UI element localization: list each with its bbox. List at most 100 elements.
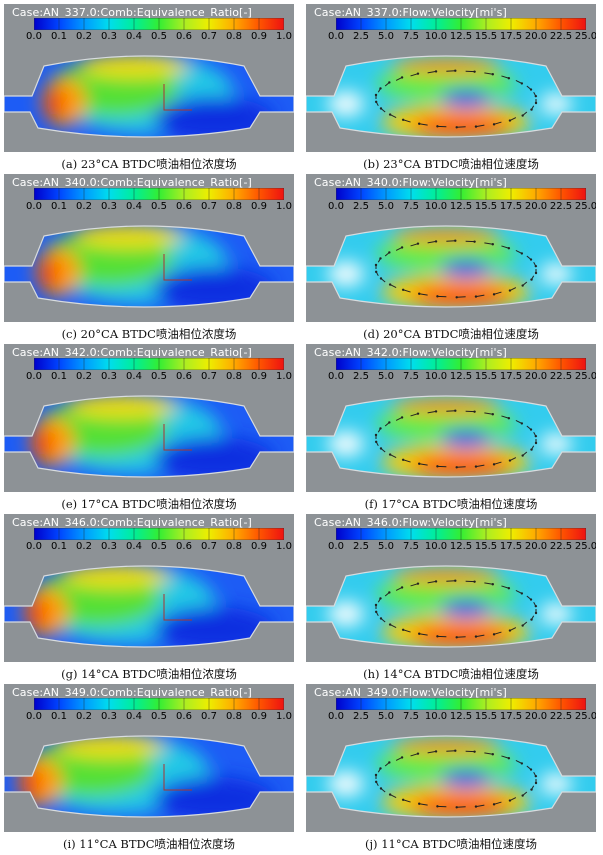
colorbar-ticks: 0.0 2.5 5.0 7.5 10.0 12.5 15.5 17.5 20.0 22.5 25.0: [328, 201, 596, 213]
colorbar-tick-label: 20.0: [524, 201, 548, 212]
colorbar-tick-label: 0.3: [101, 371, 117, 382]
colorbar-tick-label: 0.6: [176, 201, 192, 212]
colorbar-tick-label: 22.5: [549, 371, 573, 382]
colorbar-tick-label: 12.5: [449, 711, 473, 722]
velocity-panel: Case:AN_349.0:Flow:Velocity[mi's] 0.0 2.5 5…: [306, 684, 596, 832]
colorbar-ticks: 0.0 0.1 0.2 0.3 0.4 0.5 0.6 0.7 0.8 0.9 1.0: [26, 201, 294, 213]
colorbar-tick-label: 0.6: [176, 371, 192, 382]
colorbar-tick-label: 0.7: [201, 541, 217, 552]
colorbar-tick-label: 25.0: [574, 541, 596, 552]
colorbar-tick-label: 12.5: [449, 201, 473, 212]
colorbar-tick-label: 22.5: [549, 711, 573, 722]
colorbar-tick-label: 0.0: [26, 541, 42, 552]
colorbar-tick-label: 0.6: [176, 541, 192, 552]
colorbar-tick-label: 15.5: [474, 31, 498, 42]
colorbar: [336, 698, 586, 710]
equivalence-ratio-panel: Case:AN_337.0:Comb:Equivalence_Ratio[-] 0…: [4, 4, 294, 152]
concentration-field: [4, 565, 294, 648]
colorbar-ticks: 0.0 2.5 5.0 7.5 10.0 12.5 15.5 17.5 20.0 22.5 25.0: [328, 31, 596, 43]
colorbar-tick-label: 0.9: [251, 31, 267, 42]
colorbar-tick-label: 7.5: [403, 711, 419, 722]
colorbar-ticks: 0.0 0.1 0.2 0.3 0.4 0.5 0.6 0.7 0.8 0.9 1.0: [26, 711, 294, 723]
panel-title: Case:AN_340.0:Comb:Equivalence_Ratio[-]: [12, 176, 252, 189]
colorbar-tick-label: 10.0: [424, 711, 448, 722]
colorbar: [336, 18, 586, 30]
colorbar-tick-label: 1.0: [276, 371, 292, 382]
colorbar-tick-label: 7.5: [403, 541, 419, 552]
colorbar-tick-label: 25.0: [574, 711, 596, 722]
colorbar-tick-label: 17.5: [499, 541, 523, 552]
colorbar-ticks: 0.0 0.1 0.2 0.3 0.4 0.5 0.6 0.7 0.8 0.9 1.0: [26, 541, 294, 553]
colorbar-tick-label: 0.2: [76, 541, 92, 552]
colorbar-tick-label: 0.4: [126, 711, 142, 722]
colorbar-tick-label: 0.2: [76, 371, 92, 382]
colorbar-tick-label: 0.5: [151, 711, 167, 722]
colorbar-tick-label: 0.7: [201, 31, 217, 42]
figure-caption: (h) 14°CA BTDC喷油相位速度场: [363, 667, 539, 681]
panel-title: Case:AN_346.0:Comb:Equivalence_Ratio[-]: [12, 516, 252, 529]
colorbar-tick-label: 5.0: [378, 201, 394, 212]
colorbar-tick-label: 20.0: [524, 711, 548, 722]
colorbar-tick-label: 10.0: [424, 371, 448, 382]
velocity-panel: Case:AN_342.0:Flow:Velocity[mi's] 0.0 2.5 5…: [306, 344, 596, 492]
colorbar-tick-label: 0.1: [51, 201, 67, 212]
velocity-field: [306, 55, 596, 138]
colorbar-tick-label: 0.5: [151, 201, 167, 212]
colorbar-tick-label: 0.1: [51, 541, 67, 552]
figure-caption: (e) 17°CA BTDC喷油相位浓度场: [61, 497, 237, 511]
colorbar-tick-label: 15.5: [474, 201, 498, 212]
colorbar-tick-label: 0.1: [51, 371, 67, 382]
colorbar-tick-label: 0.0: [328, 201, 344, 212]
equivalence-ratio-panel: Case:AN_342.0:Comb:Equivalence_Ratio[-] 0…: [4, 344, 294, 492]
colorbar-tick-label: 0.7: [201, 371, 217, 382]
concentration-field: [4, 735, 294, 818]
colorbar-tick-label: 12.5: [449, 371, 473, 382]
concentration-field: [4, 395, 294, 478]
colorbar-tick-label: 2.5: [353, 711, 369, 722]
figure-caption: (b) 23°CA BTDC喷油相位速度场: [363, 157, 539, 171]
figure-caption: (i) 11°CA BTDC喷油相位浓度场: [62, 837, 236, 851]
colorbar-tick-label: 1.0: [276, 711, 292, 722]
colorbar-tick-label: 2.5: [353, 541, 369, 552]
colorbar-tick-label: 7.5: [403, 201, 419, 212]
colorbar-tick-label: 7.5: [403, 31, 419, 42]
colorbar-ticks: 0.0 2.5 5.0 7.5 10.0 12.5 15.5 17.5 20.0 22.5 25.0: [328, 711, 596, 723]
equivalence-ratio-panel: Case:AN_340.0:Comb:Equivalence_Ratio[-] 0…: [4, 174, 294, 322]
colorbar: [336, 528, 586, 540]
colorbar: [34, 188, 284, 200]
colorbar: [34, 18, 284, 30]
colorbar: [336, 358, 586, 370]
colorbar-tick-label: 0.0: [26, 31, 42, 42]
colorbar-tick-label: 0.0: [26, 371, 42, 382]
colorbar-tick-label: 0.0: [328, 31, 344, 42]
colorbar-tick-label: 0.8: [226, 201, 242, 212]
figure-caption: (g) 14°CA BTDC喷油相位浓度场: [61, 667, 237, 681]
colorbar-tick-label: 0.9: [251, 711, 267, 722]
colorbar-tick-label: 22.5: [549, 201, 573, 212]
colorbar-tick-label: 1.0: [276, 541, 292, 552]
colorbar-tick-label: 0.9: [251, 201, 267, 212]
colorbar-ticks: 0.0 2.5 5.0 7.5 10.0 12.5 15.5 17.5 20.0 22.5 25.0: [328, 371, 596, 383]
figure-caption: (j) 11°CA BTDC喷油相位速度场: [365, 837, 537, 851]
colorbar-tick-label: 0.2: [76, 31, 92, 42]
colorbar-tick-label: 0.0: [26, 201, 42, 212]
colorbar-tick-label: 10.0: [424, 201, 448, 212]
colorbar-tick-label: 25.0: [574, 201, 596, 212]
colorbar-tick-label: 0.6: [176, 31, 192, 42]
colorbar-tick-label: 17.5: [499, 371, 523, 382]
velocity-field: [306, 225, 596, 308]
colorbar-tick-label: 0.4: [126, 201, 142, 212]
colorbar-tick-label: 0.5: [151, 31, 167, 42]
panel-title: Case:AN_337.0:Comb:Equivalence_Ratio[-]: [12, 6, 252, 19]
colorbar-tick-label: 0.1: [51, 711, 67, 722]
colorbar-tick-label: 0.9: [251, 541, 267, 552]
velocity-field: [306, 565, 596, 648]
colorbar: [336, 188, 586, 200]
colorbar-ticks: 0.0 0.1 0.2 0.3 0.4 0.5 0.6 0.7 0.8 0.9 1.0: [26, 31, 294, 43]
colorbar-tick-label: 0.1: [51, 31, 67, 42]
colorbar-tick-label: 20.0: [524, 541, 548, 552]
colorbar-tick-label: 0.8: [226, 371, 242, 382]
colorbar-tick-label: 17.5: [499, 201, 523, 212]
colorbar-tick-label: 10.0: [424, 541, 448, 552]
colorbar-tick-label: 0.8: [226, 541, 242, 552]
